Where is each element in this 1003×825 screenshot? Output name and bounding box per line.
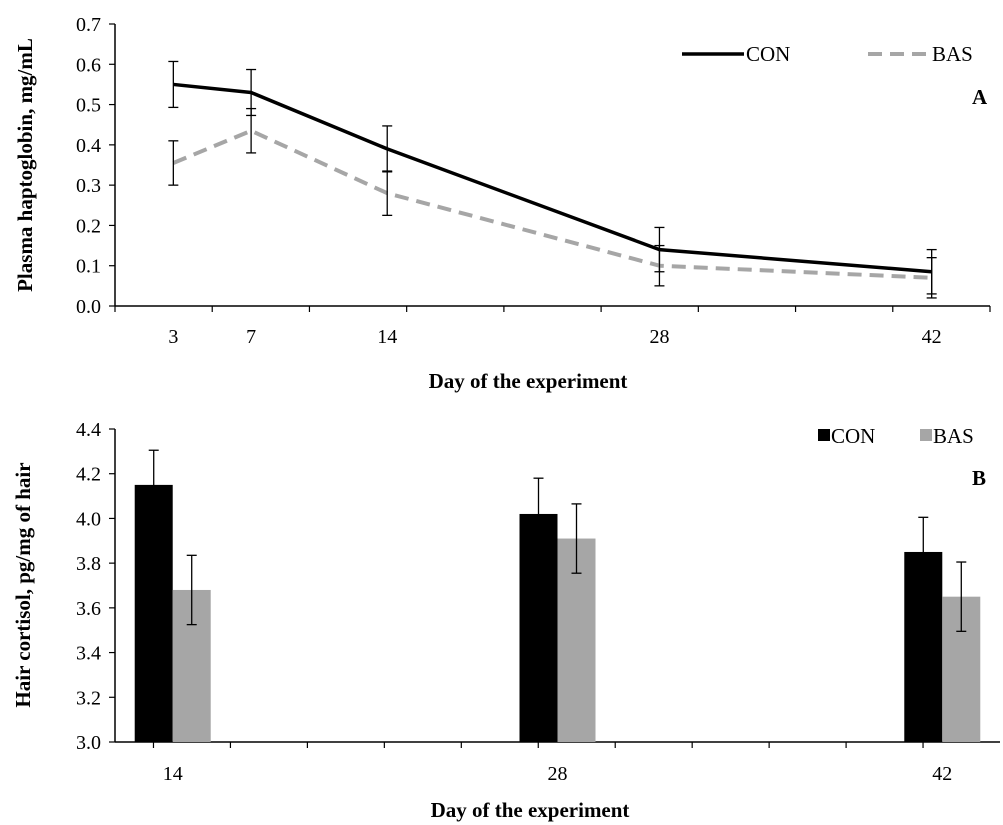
panel-b-y-axis-label: Hair cortisol, pg/mg of hair — [11, 462, 35, 707]
panel-b-legend-swatch-bas — [920, 429, 932, 441]
panel-a-y-tick-label: 0.2 — [76, 215, 101, 237]
panel-b-x-tick-label: 14 — [163, 763, 183, 785]
panel-b-x-axis-label: Day of the experiment — [431, 798, 630, 822]
panel-b-x-tick-label: 42 — [932, 763, 952, 785]
panel-b-y-tick-label: 3.6 — [76, 598, 101, 620]
panel-b-y-tick-label: 3.0 — [76, 732, 101, 754]
panel-b-bar-con — [519, 513, 558, 742]
panel-b-legend-swatch-con — [818, 429, 830, 441]
panel-a-legend-label-con: CON — [746, 42, 790, 66]
panel-a-label: A — [972, 85, 988, 109]
panel-b-y-tick-label: 3.2 — [76, 687, 101, 709]
panel-a-y-tick-label: 0.1 — [76, 256, 101, 278]
panel-a-x-axis-label: Day of the experiment — [429, 369, 628, 393]
panel-a-y-tick-label: 0.7 — [76, 14, 101, 36]
panel-b-y-tick-label: 4.0 — [76, 508, 101, 530]
panel-a-haptoglobin-line-chart: Plasma haptoglobin, mg/mL Day of the exp… — [13, 14, 991, 393]
panel-a-x-tick-label: 7 — [246, 326, 256, 348]
panel-a-series-line-bas — [172, 128, 932, 280]
panel-a-y-tick-label: 0.4 — [76, 135, 101, 157]
panel-a-series-line-con — [173, 82, 932, 274]
panel-b-hair-cortisol-bar-chart: Hair cortisol, pg/mg of hair Day of the … — [11, 419, 1000, 822]
panel-a-legend: CON BAS — [682, 42, 973, 66]
panel-b-legend: CON BAS — [818, 424, 974, 448]
panel-b-label: B — [972, 466, 986, 490]
panel-a-y-tick-label: 0.0 — [76, 296, 101, 318]
panel-b-bar-con — [134, 484, 173, 742]
panel-b-legend-label-con: CON — [831, 424, 875, 448]
panel-a-y-tick-label: 0.3 — [76, 175, 101, 197]
panel-b-x-tick-label: 28 — [548, 763, 568, 785]
panel-b-y-tick-label: 3.8 — [76, 553, 101, 575]
panel-a-legend-label-bas: BAS — [932, 42, 973, 66]
panel-b-legend-label-bas: BAS — [933, 424, 974, 448]
panel-a-x-tick-label: 14 — [377, 326, 397, 348]
panel-a-y-axis-label: Plasma haptoglobin, mg/mL — [13, 38, 37, 292]
panel-b-y-tick-label: 4.4 — [76, 419, 101, 441]
panel-a-y-tick-label: 0.5 — [76, 95, 101, 117]
panel-a-y-tick-label: 0.6 — [76, 54, 101, 76]
panel-b-y-tick-label: 4.2 — [76, 464, 101, 486]
panel-b-y-tick-label: 3.4 — [76, 643, 101, 665]
panel-a-x-tick-label: 42 — [922, 326, 942, 348]
panel-a-x-tick-label: 28 — [649, 326, 669, 348]
panel-a-x-tick-label: 3 — [168, 326, 178, 348]
